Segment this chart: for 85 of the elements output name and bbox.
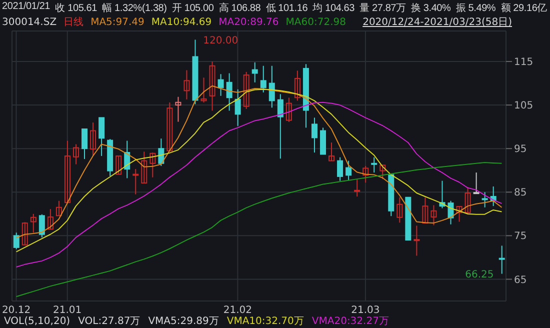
candlestick [141,151,148,184]
text: MA5:97.49 [90,16,144,28]
candlestick [56,200,62,216]
candlestick [116,155,122,175]
candlestick [473,172,480,194]
candlestick [218,74,224,96]
y-tick-label: 105 [514,100,534,112]
candlestick [414,225,420,256]
candlestick [328,142,335,162]
candlestick [277,94,284,160]
y-tick-label: 65 [514,274,527,286]
text: 日线 [64,16,84,29]
candlestick [371,156,378,174]
y-tick-label: 95 [514,144,527,156]
text: 开 105.00 [172,2,214,15]
candlestick [166,102,173,152]
text: VMA5:29.89万 [148,316,219,328]
x-tick-label: 20.12 [2,305,31,316]
candlestick [158,138,164,166]
candlestick [294,70,300,102]
candlestick [72,144,79,165]
candlestick [337,156,344,182]
candlestick [30,213,36,234]
text: 额 29.16亿 [500,2,547,15]
candlestick [362,166,369,184]
text: VMA20:32.27万 [312,316,389,328]
annotation: 66.25 [465,269,494,280]
candlestick [200,77,207,103]
text: 低 101.16 [266,2,308,15]
text: 均 104.63 [312,2,354,15]
candlestick [22,222,28,246]
candlestick [184,70,190,100]
candlestick [64,140,70,204]
candlestick [82,128,88,160]
annotation: 120.00 [203,35,238,46]
text: VMA10:32.70万 [226,316,304,328]
candlestick [320,127,326,155]
candlestick [226,72,232,112]
text: 幅 1.32%(1.38) [102,2,167,15]
text: MA20:89.76 [218,16,279,28]
candlestick [464,186,471,215]
text: 振 5.49% [456,2,496,15]
candlestick [132,168,139,195]
text: 高 106.88 [218,2,261,15]
y-tick-label: 85 [514,188,527,199]
x-tick-label: 21.01 [53,305,82,316]
candlestick [422,196,428,224]
candlestick [380,164,386,180]
candlestick [396,196,403,224]
text: MA10:94.69 [151,16,212,28]
text: 收 105.61 [55,2,97,15]
chart-title: 2021/01/21 [2,1,50,14]
text: VOL:27.87万 [78,316,140,328]
candlestick [354,178,360,197]
candlestick [456,206,462,222]
candlestick [243,71,250,110]
text: 量 27.87万 [360,2,406,15]
x-tick-label: 21.02 [223,305,252,316]
candlestick [175,96,182,122]
candlestick [150,152,156,178]
candlestick [209,60,216,112]
candlestick [268,65,275,108]
text: VOL(5,10,20) [4,316,70,328]
y-tick-label: 75 [514,231,527,242]
candlestick [430,204,437,226]
candlestick [311,117,318,153]
text: 换 3.40% [411,2,451,15]
text: 2020/12/24-2021/03/23(58日) [362,16,512,29]
candlestick [260,65,266,93]
y-tick-label: 115 [514,57,534,68]
candlestick [346,160,352,181]
candlestick [286,97,292,123]
candlestick [498,245,505,274]
candlestick [38,214,45,238]
candlestick [234,88,241,126]
candlestick [98,117,105,156]
x-tick-label: 21.03 [351,305,380,316]
candlestick [13,232,20,250]
text: 300014.SZ [2,16,57,28]
candlestick [252,62,258,83]
candlestick [482,192,488,208]
text: MA60:72.98 [286,16,346,28]
candlestick [47,208,54,230]
line-series [16,162,502,298]
candlestick [90,122,96,156]
